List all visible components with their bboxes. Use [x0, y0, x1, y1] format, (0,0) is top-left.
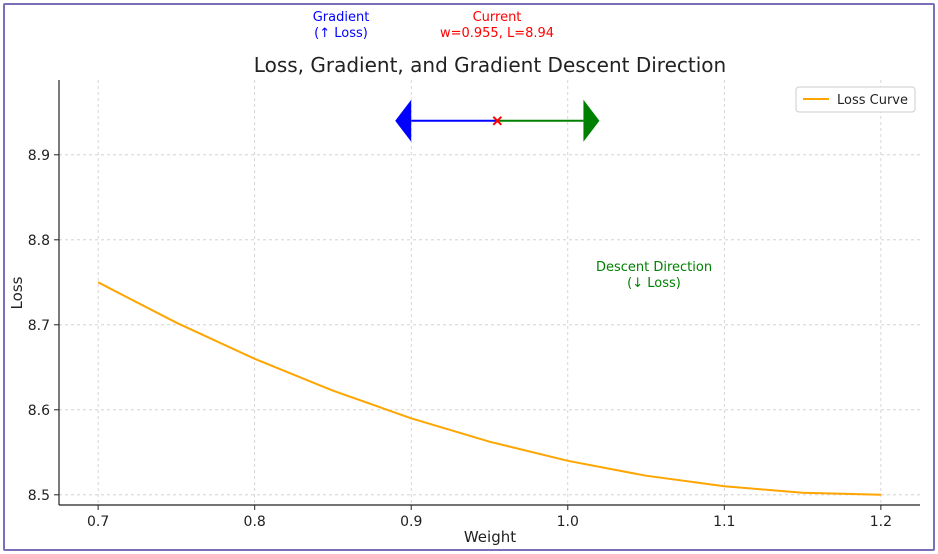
- legend-box: [795, 86, 916, 113]
- x-tick-label: 1.0: [557, 514, 579, 530]
- y-tick-label: 8.7: [28, 318, 50, 334]
- x-tick-label: 0.7: [87, 514, 109, 530]
- current-point-marker: [492, 116, 503, 126]
- gradient-annotation: Gradient (↑ Loss): [313, 10, 370, 41]
- descent-annotation: Descent Direction (↓ Loss): [596, 260, 712, 291]
- descent-annotation-line1: Descent Direction: [596, 260, 712, 275]
- tick-layer: 0.7 0.8 0.9 1.0 1.1 1.2 8.5 8.6 8.7 8.8 8.9: [28, 148, 892, 530]
- arrow-layer: [395, 99, 600, 142]
- current-annotation-line1: Current: [473, 10, 522, 25]
- y-axis-label: Loss: [8, 276, 26, 309]
- y-tick-label: 8.8: [28, 233, 50, 249]
- y-tick-label: 8.6: [28, 403, 50, 419]
- descent-annotation-line2: (↓ Loss): [627, 276, 681, 291]
- x-axis-label: Weight: [464, 528, 516, 546]
- y-tick-label: 8.9: [28, 148, 50, 164]
- x-tick-label: 0.8: [244, 514, 266, 530]
- x-tick-label: 0.9: [400, 514, 422, 530]
- loss-curve-layer: [97, 281, 881, 496]
- gradient-annotation-line1: Gradient: [313, 10, 370, 25]
- x-tick-label: 1.1: [713, 514, 735, 530]
- current-annotation: Current w=0.955, L=8.94: [440, 10, 554, 41]
- descent-arrow-head: [583, 99, 600, 142]
- axes: [58, 80, 920, 506]
- chart-title: Loss, Gradient, and Gradient Descent Dir…: [254, 53, 726, 77]
- grid-lines: [59, 80, 920, 505]
- chart-frame: [3, 3, 935, 551]
- gradient-arrow-head: [395, 99, 412, 142]
- legend: Loss Curve: [795, 86, 916, 113]
- y-tick-label: 8.5: [28, 488, 50, 504]
- gradient-annotation-line2: (↑ Loss): [314, 26, 368, 41]
- loss-curve-line: [97, 281, 881, 496]
- legend-label-loss-curve: Loss Curve: [837, 93, 908, 108]
- current-annotation-line2: w=0.955, L=8.94: [440, 26, 554, 41]
- x-tick-label: 1.2: [870, 514, 892, 530]
